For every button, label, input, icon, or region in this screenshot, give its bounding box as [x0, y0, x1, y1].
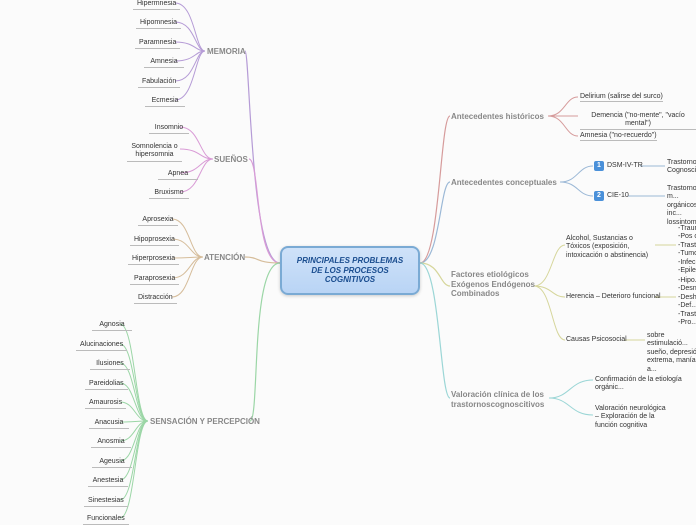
leaf-herencia-note: -Hipo... -Desn... -Desh... -Def... -Tras…	[678, 277, 696, 327]
leaf-cie-note: Trastornos m... orgánicos, inc... lossin…	[667, 185, 696, 227]
leaf-distraccion[interactable]: Distracción	[134, 293, 177, 304]
leaf-hipermnesia[interactable]: Hipermnesia	[133, 0, 180, 10]
leaf-hiperprosexia[interactable]: Hiperprosexia	[128, 254, 179, 265]
dsm-text: DSM-IV-TR	[607, 162, 643, 169]
group-antec-hist[interactable]: Antecedentes históricos	[451, 112, 544, 122]
group-valoracion[interactable]: Valoración clínica de los trastornoscogn…	[451, 390, 551, 409]
leaf-herencia[interactable]: Herencia – Deterioro funcional	[566, 293, 661, 301]
num-icon-2: 2	[594, 191, 604, 201]
group-memoria[interactable]: MEMORIA	[207, 47, 246, 57]
center-node[interactable]: PRINCIPALES PROBLEMAS DE LOS PROCESOS CO…	[280, 246, 420, 295]
leaf-apnea[interactable]: Apnea	[158, 169, 198, 180]
cie-text: CIE-10	[607, 192, 629, 199]
leaf-amnesia-r[interactable]: Amnesia ("no-recuerdo")	[580, 132, 657, 141]
leaf-insomnio[interactable]: Insomnio	[149, 123, 189, 134]
leaf-fabulacion[interactable]: Fabulación	[138, 77, 180, 88]
leaf-alcohol-note: -Traum... -Pos o... -Trast... -Tumo... -…	[678, 225, 696, 275]
leaf-confirmacion[interactable]: Confirmación de la etiología orgánic...	[595, 376, 696, 393]
leaf-agnosia[interactable]: Agnosia	[92, 320, 132, 331]
leaf-psicosocial[interactable]: Causas Psicosocial	[566, 336, 627, 344]
group-antec-conc[interactable]: Antecedentes conceptuales	[451, 178, 557, 188]
group-factores[interactable]: Factores etiológicos Exógenos Endógenos …	[451, 270, 536, 299]
group-suenos[interactable]: SUEÑOS	[214, 155, 248, 165]
leaf-anacusia[interactable]: Anacusia	[89, 418, 129, 429]
leaf-somnolencia[interactable]: Somnolencia o hipersomnia	[127, 142, 182, 162]
num-icon-1: 1	[594, 161, 604, 171]
leaf-dsm[interactable]: 1DSM-IV-TR	[594, 161, 643, 171]
leaf-amnesia[interactable]: Amnesia	[144, 57, 184, 68]
leaf-anosmia[interactable]: Anosmia	[91, 437, 131, 448]
leaf-bruxismo[interactable]: Bruxismo	[149, 188, 189, 199]
group-sensacion[interactable]: SENSACIÓN Y PERCEPCIÓN	[150, 417, 260, 427]
leaf-delirium[interactable]: Delirium (salirse del surco)	[580, 93, 663, 102]
leaf-paraprosexia[interactable]: Paraprosexia	[130, 274, 179, 285]
leaf-dsm-note: Trastornos Cognosci...	[667, 159, 696, 176]
leaf-amaurosis[interactable]: Amaurosis	[85, 398, 126, 409]
leaf-ilusiones[interactable]: Ilusiones	[90, 359, 130, 370]
leaf-psicosocial-note: sobre estimulació... sueño, depresió... …	[647, 332, 696, 374]
leaf-hipomnesia[interactable]: Hipomnesia	[136, 18, 181, 29]
leaf-sinestesias[interactable]: Sinestesias	[84, 496, 128, 507]
group-atencion[interactable]: ATENCIÓN	[204, 253, 245, 263]
leaf-anestesia[interactable]: Anestesia	[88, 476, 128, 487]
leaf-ecmesia[interactable]: Ecmesia	[145, 96, 185, 107]
leaf-valoracion-neuro[interactable]: Valoración neurológica – Exploración de …	[595, 405, 670, 430]
leaf-ageusia[interactable]: Ageusia	[92, 457, 132, 468]
leaf-pareidolias[interactable]: Pareidolias	[85, 379, 128, 390]
leaf-hipoprosexia[interactable]: Hipoprosexia	[130, 235, 179, 246]
leaf-demencia[interactable]: Demencia ("no-mente", "vacío mental")	[580, 112, 696, 130]
leaf-aprosexia[interactable]: Aprosexia	[138, 215, 178, 226]
leaf-cie[interactable]: 2CIE-10	[594, 191, 629, 201]
leaf-alucinaciones[interactable]: Alucinaciones	[76, 340, 127, 351]
leaf-alcohol[interactable]: Alcohol, Sustancias o Tóxicos (exposició…	[566, 235, 654, 260]
leaf-paramnesia[interactable]: Paramnesia	[135, 38, 180, 49]
